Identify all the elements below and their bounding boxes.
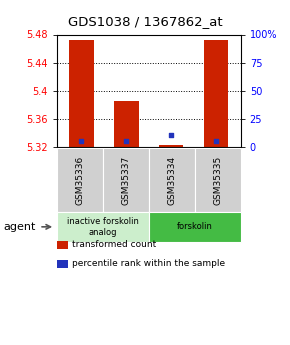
Bar bbox=[69, 40, 94, 147]
Text: GSM35334: GSM35334 bbox=[167, 156, 176, 205]
Point bbox=[214, 138, 218, 144]
Point bbox=[169, 132, 173, 138]
Point bbox=[124, 138, 128, 144]
Text: transformed count: transformed count bbox=[72, 240, 157, 249]
Text: inactive forskolin
analog: inactive forskolin analog bbox=[67, 217, 139, 237]
Text: percentile rank within the sample: percentile rank within the sample bbox=[72, 259, 226, 268]
Bar bbox=[204, 40, 228, 147]
Text: GDS1038 / 1367862_at: GDS1038 / 1367862_at bbox=[68, 16, 222, 29]
Text: agent: agent bbox=[3, 222, 35, 232]
Text: forskolin: forskolin bbox=[177, 222, 213, 231]
Text: GSM35337: GSM35337 bbox=[121, 156, 130, 205]
Bar bbox=[159, 145, 184, 147]
Text: GSM35335: GSM35335 bbox=[213, 156, 222, 205]
Text: GSM35336: GSM35336 bbox=[75, 156, 84, 205]
Point bbox=[79, 138, 84, 144]
Bar bbox=[114, 101, 139, 147]
